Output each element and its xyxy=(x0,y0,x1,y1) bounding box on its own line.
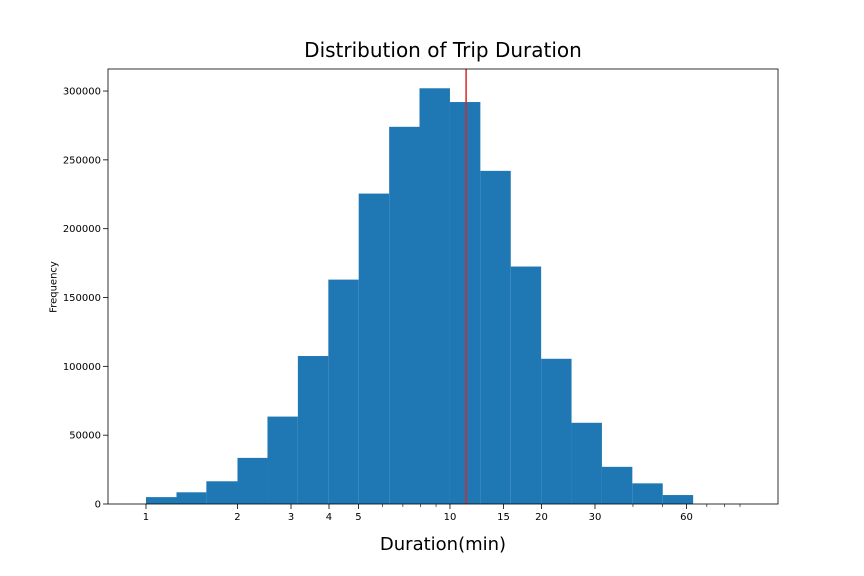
histogram-bar-12 xyxy=(480,170,511,504)
histogram-bar-10 xyxy=(419,88,450,504)
histogram-bar-7 xyxy=(328,279,359,504)
x-tick-label: 2 xyxy=(234,512,240,523)
histogram-bar-17 xyxy=(632,483,663,504)
histogram-bar-5 xyxy=(267,416,298,504)
x-tick-label: 15 xyxy=(497,512,510,523)
y-tick-label: 300000 xyxy=(63,87,101,98)
histogram-bar-4 xyxy=(237,457,268,504)
histogram-bar-2 xyxy=(176,492,207,504)
histogram-bar-16 xyxy=(601,466,633,504)
y-tick-label: 0 xyxy=(95,500,101,511)
histogram-bar-8 xyxy=(358,193,390,505)
histogram-bar-18 xyxy=(662,495,694,504)
x-tick-label: 3 xyxy=(288,512,294,523)
histogram-bar-13 xyxy=(510,266,542,504)
x-tick-label: 10 xyxy=(444,512,457,523)
y-tick-label: 150000 xyxy=(63,293,101,304)
x-tick-label: 1 xyxy=(143,512,149,523)
x-tick-label: 4 xyxy=(326,512,332,523)
x-axis-label: Duration(min) xyxy=(379,534,507,555)
y-tick-label: 200000 xyxy=(63,224,101,235)
histogram-bar-9 xyxy=(389,126,420,504)
y-tick-label: 50000 xyxy=(69,431,101,442)
histogram-bar-11 xyxy=(449,102,481,505)
x-tick-label: 30 xyxy=(589,512,602,523)
histogram-bar-6 xyxy=(297,356,329,504)
x-tick-label: 20 xyxy=(535,512,548,523)
histogram-bar-14 xyxy=(541,358,572,504)
x-tick-label: 60 xyxy=(680,512,693,523)
histogram-bar-3 xyxy=(206,481,238,504)
x-tick-label: 5 xyxy=(355,512,361,523)
histogram-bar-1 xyxy=(145,497,177,504)
plot-frame xyxy=(107,68,779,505)
histogram-bar-15 xyxy=(571,422,602,504)
plot-axes: 1 2 3 4 5 10 15 20 30 60 0 50000 100000 150000 200000 2… xyxy=(63,68,779,523)
histogram-bars xyxy=(145,88,694,505)
chart-title: Distribution of Trip Duration xyxy=(304,38,582,62)
y-tick-label: 100000 xyxy=(63,362,101,373)
y-tick-label: 250000 xyxy=(63,155,101,166)
